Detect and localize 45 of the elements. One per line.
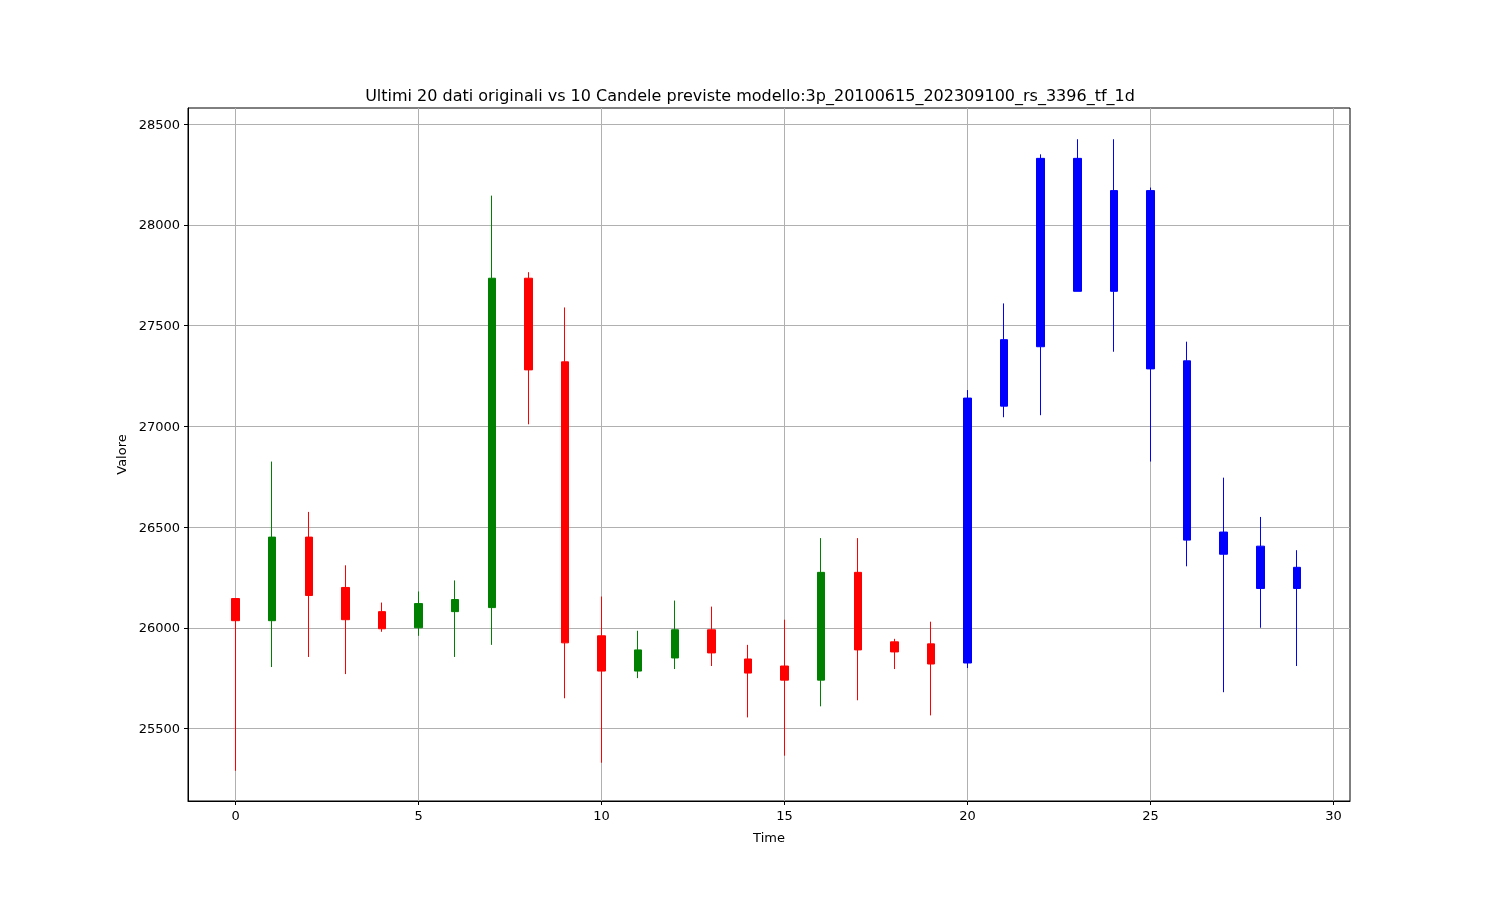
candlestick — [378, 602, 386, 633]
candlestick — [1110, 138, 1118, 353]
x-tick-label: 0 — [231, 808, 240, 823]
y-tick-label: 25500 — [138, 720, 180, 736]
y-tick-label: 26000 — [138, 620, 180, 636]
x-tick-label: 10 — [593, 808, 610, 823]
candlestick — [305, 511, 313, 658]
y-tick-label: 26500 — [138, 519, 180, 535]
x-tick-label: 30 — [1325, 808, 1342, 823]
x-axis-title: Time — [752, 830, 785, 845]
candlestick — [1219, 477, 1228, 693]
candlestick — [524, 271, 533, 425]
candlestick — [744, 644, 752, 718]
candlestick — [1256, 516, 1265, 629]
y-tick-label: 27000 — [138, 418, 180, 434]
candlestick — [1073, 138, 1082, 292]
candlestick — [890, 638, 899, 670]
candlestick — [341, 564, 350, 675]
x-tick-label: 5 — [414, 808, 423, 823]
candlestick — [231, 598, 240, 772]
x-tick-label: 25 — [1142, 808, 1159, 823]
candlestick — [268, 461, 276, 668]
y-axis-title: Valore — [113, 434, 129, 475]
candlestick — [561, 306, 569, 699]
candlestick — [1183, 341, 1191, 567]
candlestick — [488, 195, 496, 646]
y-tick-label: 27500 — [138, 318, 180, 334]
x-tick-label: 15 — [776, 808, 793, 823]
candlestick — [927, 621, 935, 716]
candlestick — [1293, 549, 1301, 667]
x-tick-label: 20 — [959, 808, 976, 823]
candlestick — [1000, 302, 1008, 418]
candlestick — [707, 606, 716, 667]
y-tick-label: 28000 — [138, 217, 180, 233]
candlestick — [597, 596, 606, 764]
candlestick — [817, 537, 825, 707]
chart-title: Ultimi 20 dati originali vs 10 Candele previste modello:3p_20100615_202309100_rs_3396_tf_1d — [365, 85, 1135, 106]
candlestick — [854, 537, 862, 701]
candlestick — [1036, 153, 1045, 416]
candlestick — [634, 630, 642, 679]
candlestick — [671, 600, 679, 670]
candlestick — [780, 619, 789, 757]
candlestick — [414, 590, 423, 637]
candlestick — [451, 579, 459, 658]
y-tick-label: 28500 — [138, 116, 180, 132]
